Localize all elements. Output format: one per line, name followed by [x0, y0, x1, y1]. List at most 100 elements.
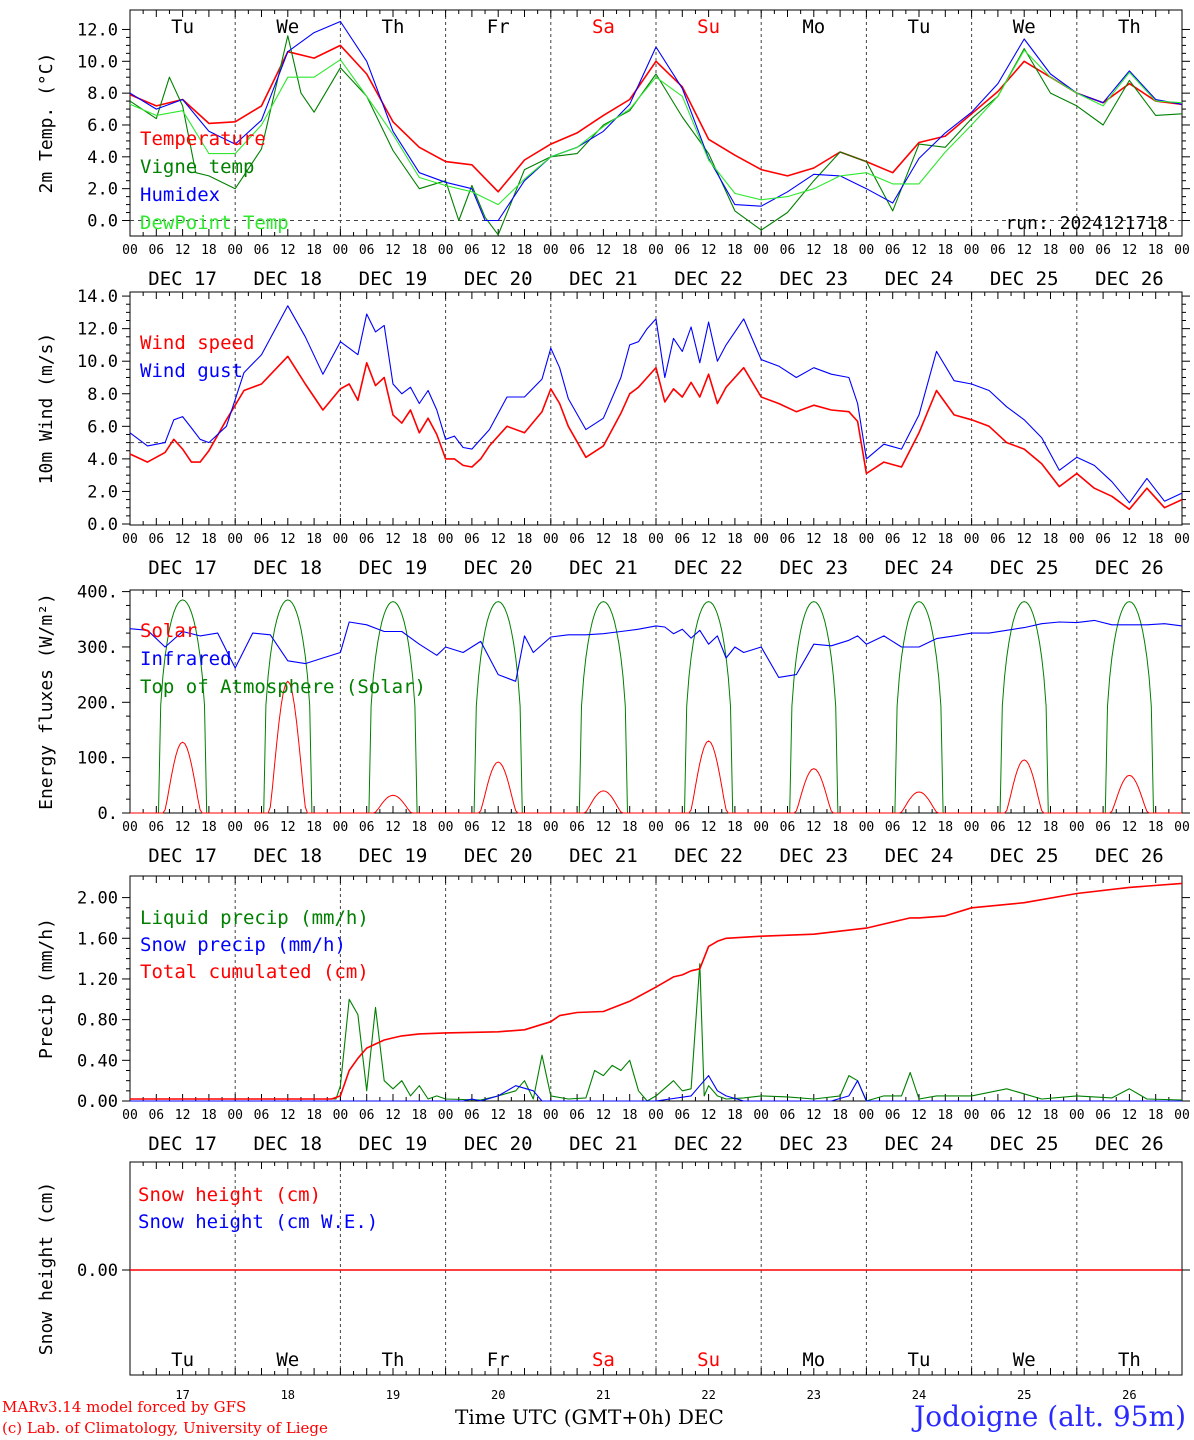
hour-tick-label: 06 [990, 1108, 1006, 1123]
hour-tick-label: 18 [1043, 532, 1059, 547]
hour-tick-label: 06 [464, 532, 480, 547]
day-letter: Tu [908, 1349, 931, 1371]
hour-tick-label: 12 [1016, 532, 1032, 547]
y-tick-label: 0.00 [77, 1261, 118, 1281]
y-tick-label: 200. [77, 693, 118, 713]
hour-tick-label: 06 [254, 820, 270, 835]
hour-tick-label: 18 [201, 820, 217, 835]
hour-tick-label: 00 [1174, 532, 1190, 547]
hour-tick-label: 12 [806, 820, 822, 835]
panel-2: 10m Wind (m/s) 0.0 2.0 4.0 6.0 8.0 10.0 12.0 14.… [36, 287, 1190, 579]
day-letter: We [1013, 16, 1036, 38]
day-number: 25 [1017, 1388, 1031, 1402]
y-tick-label: 4.0 [87, 450, 118, 470]
hour-tick-label: 12 [701, 243, 717, 258]
y-tick-label: 2.0 [87, 482, 118, 502]
day-letter: Su [697, 1349, 720, 1371]
hour-tick-label: 00 [333, 532, 349, 547]
hour-tick-label: 12 [911, 1108, 927, 1123]
hour-tick-label: 00 [543, 243, 559, 258]
legend-entry: Vigne temp [140, 156, 254, 178]
y-tick-label: 1.20 [77, 970, 118, 990]
hour-tick-label: 12 [490, 1108, 506, 1123]
hour-tick-label: 18 [727, 243, 743, 258]
hour-tick-label: 18 [201, 243, 217, 258]
hour-tick-label: 00 [648, 820, 664, 835]
hour-tick-label: 00 [227, 1108, 243, 1123]
hour-tick-label: 00 [1069, 532, 1085, 547]
legend-entry: Solar [140, 620, 197, 642]
day-letter: Th [1118, 16, 1141, 38]
hour-tick-label: 12 [1122, 820, 1138, 835]
date-label: DEC 24 [885, 1133, 954, 1155]
solar-line [445, 761, 551, 814]
date-label: DEC 21 [569, 845, 638, 867]
hour-tick-label: 00 [227, 532, 243, 547]
hour-tick-label: 12 [1016, 1108, 1032, 1123]
hour-tick-label: 06 [780, 532, 796, 547]
y-tick-label: 300. [77, 638, 118, 658]
day-letter: We [276, 1349, 299, 1371]
hour-tick-label: 06 [569, 532, 585, 547]
panel-3: Energy fluxes (W/m²) 0. 100. 200. 300. 400. 00… [36, 583, 1190, 867]
hour-tick-label: 00 [1069, 1108, 1085, 1123]
y-axis-label: Precip (mm/h) [36, 918, 57, 1059]
hour-tick-label: 06 [674, 532, 690, 547]
y-tick-label: 0.00 [77, 1092, 118, 1112]
dewpoint-line [129, 49, 1183, 206]
hour-tick-label: 00 [122, 1108, 138, 1123]
infrared-line [129, 619, 1183, 682]
date-label: DEC 22 [674, 1133, 743, 1155]
day-letter: Mo [802, 1349, 825, 1371]
hour-tick-label: 00 [648, 243, 664, 258]
hour-tick-label: 00 [1069, 820, 1085, 835]
y-tick-label: 400. [77, 583, 118, 603]
hour-tick-label: 12 [806, 532, 822, 547]
date-label: DEC 22 [674, 557, 743, 579]
hour-tick-label: 18 [411, 1108, 427, 1123]
hour-tick-label: 18 [622, 1108, 638, 1123]
solar-line [550, 790, 656, 814]
hour-tick-label: 06 [780, 243, 796, 258]
hour-tick-label: 06 [780, 1108, 796, 1123]
hour-tick-label: 18 [937, 820, 953, 835]
hour-tick-label: 00 [859, 243, 875, 258]
hour-tick-label: 12 [596, 532, 612, 547]
legend-entry: Temperature [140, 128, 266, 150]
legend-entry: Snow precip (mm/h) [140, 934, 346, 956]
solar-line [971, 759, 1077, 814]
hour-tick-label: 18 [1148, 820, 1164, 835]
hour-tick-label: 18 [937, 1108, 953, 1123]
hour-tick-label: 00 [333, 820, 349, 835]
date-label: DEC 19 [359, 268, 428, 290]
hour-tick-label: 12 [911, 532, 927, 547]
hour-tick-label: 18 [411, 820, 427, 835]
y-tick-label: 10.0 [77, 352, 118, 372]
hour-tick-label: 12 [280, 243, 296, 258]
y-tick-label: 12.0 [77, 320, 118, 340]
hour-tick-label: 12 [1016, 820, 1032, 835]
hour-tick-label: 06 [990, 820, 1006, 835]
date-label: DEC 22 [674, 268, 743, 290]
day-letter: Fr [487, 16, 510, 38]
hour-tick-label: 06 [1095, 820, 1111, 835]
legend-entry: Snow height (cm W.E.) [138, 1211, 378, 1233]
hour-tick-label: 06 [990, 532, 1006, 547]
date-label: DEC 26 [1095, 1133, 1164, 1155]
date-label: DEC 25 [990, 268, 1059, 290]
y-tick-label: 6.0 [87, 116, 118, 136]
hour-tick-label: 06 [1095, 243, 1111, 258]
hour-tick-label: 00 [438, 532, 454, 547]
hour-tick-label: 18 [832, 1108, 848, 1123]
date-label: DEC 17 [148, 845, 217, 867]
day-number: 20 [491, 1388, 505, 1402]
hour-tick-label: 12 [280, 1108, 296, 1123]
day-number: 24 [912, 1388, 926, 1402]
hour-tick-label: 18 [1043, 1108, 1059, 1123]
hour-tick-label: 18 [201, 532, 217, 547]
total-cumulated-line [130, 882, 1183, 1100]
hour-tick-label: 00 [753, 243, 769, 258]
hour-tick-label: 18 [937, 243, 953, 258]
hour-tick-label: 18 [517, 1108, 533, 1123]
